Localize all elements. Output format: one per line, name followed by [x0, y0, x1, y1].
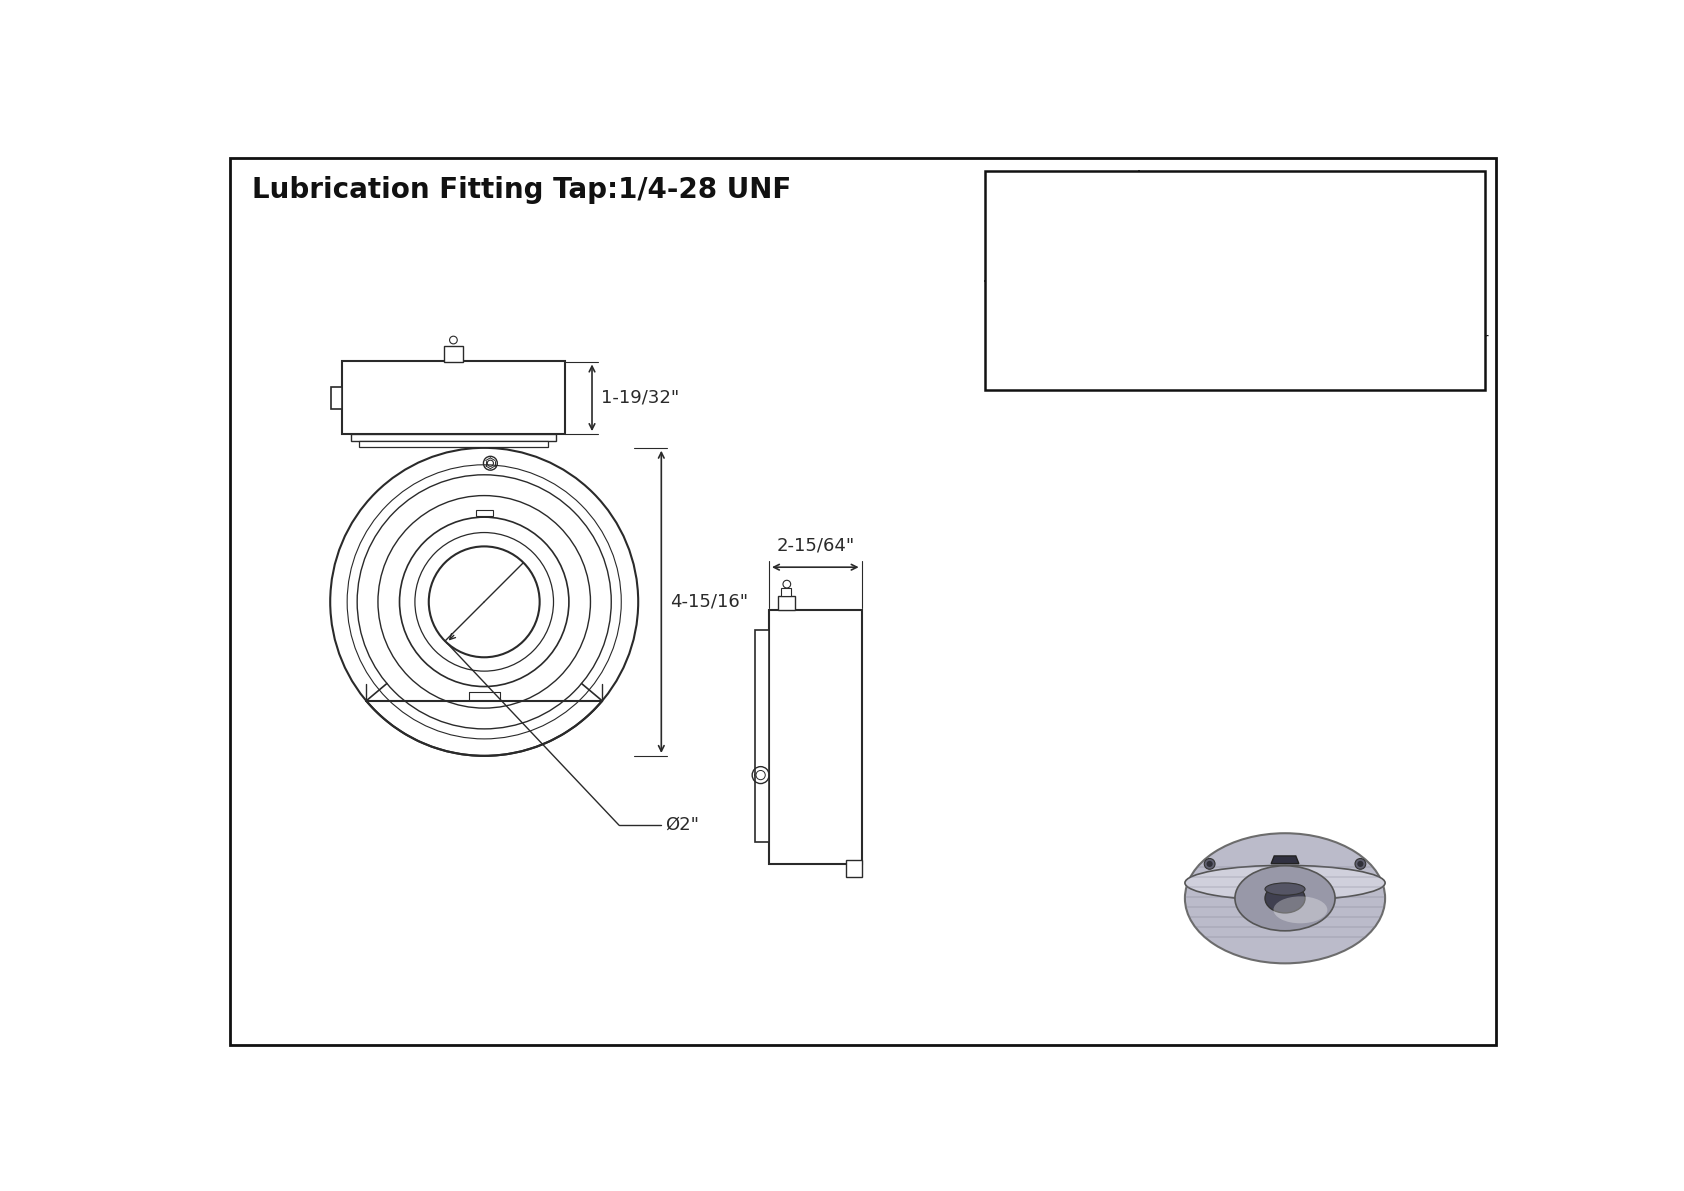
Text: Lubrication Fitting Tap:1/4-28 UNF: Lubrication Fitting Tap:1/4-28 UNF — [251, 176, 791, 204]
Ellipse shape — [1273, 897, 1327, 923]
Text: Locking: Locking — [1285, 345, 1339, 360]
Circle shape — [1206, 861, 1212, 867]
Text: ®: ® — [1120, 200, 1138, 218]
Bar — [477, 510, 493, 516]
Bar — [845, 860, 862, 877]
Bar — [342, 361, 566, 434]
Text: 1-19/32": 1-19/32" — [601, 388, 680, 407]
Bar — [781, 588, 791, 596]
Bar — [754, 630, 770, 842]
Ellipse shape — [1186, 866, 1386, 900]
Bar — [778, 596, 795, 610]
Bar — [770, 610, 862, 863]
Text: Part
Number: Part Number — [1026, 316, 1098, 355]
Text: LILY: LILY — [992, 195, 1132, 257]
Bar — [445, 347, 463, 362]
Text: Email: lilybearing@lily-bearing.com: Email: lilybearing@lily-bearing.com — [1175, 231, 1448, 247]
Text: Ø2": Ø2" — [665, 816, 699, 834]
Polygon shape — [1271, 856, 1298, 863]
Bar — [332, 387, 342, 409]
Circle shape — [1356, 859, 1366, 869]
Bar — [350, 434, 556, 441]
Circle shape — [1357, 861, 1364, 867]
Text: 2-15/64": 2-15/64" — [776, 537, 854, 555]
Bar — [359, 441, 547, 447]
Text: SHANGHAI LILY BEARING LIMITED: SHANGHAI LILY BEARING LIMITED — [1155, 205, 1468, 223]
Text: UELC211-32: UELC211-32 — [1246, 308, 1378, 328]
Ellipse shape — [1186, 834, 1386, 964]
Bar — [985, 170, 1485, 391]
Text: 4-15/16": 4-15/16" — [670, 593, 749, 611]
Text: Cartridge Bearing Units Accu-Loc Concentric Collar: Cartridge Bearing Units Accu-Loc Concent… — [1135, 331, 1489, 345]
Ellipse shape — [1265, 883, 1305, 896]
Circle shape — [1204, 859, 1216, 869]
Ellipse shape — [1234, 866, 1335, 931]
Ellipse shape — [1265, 884, 1305, 913]
